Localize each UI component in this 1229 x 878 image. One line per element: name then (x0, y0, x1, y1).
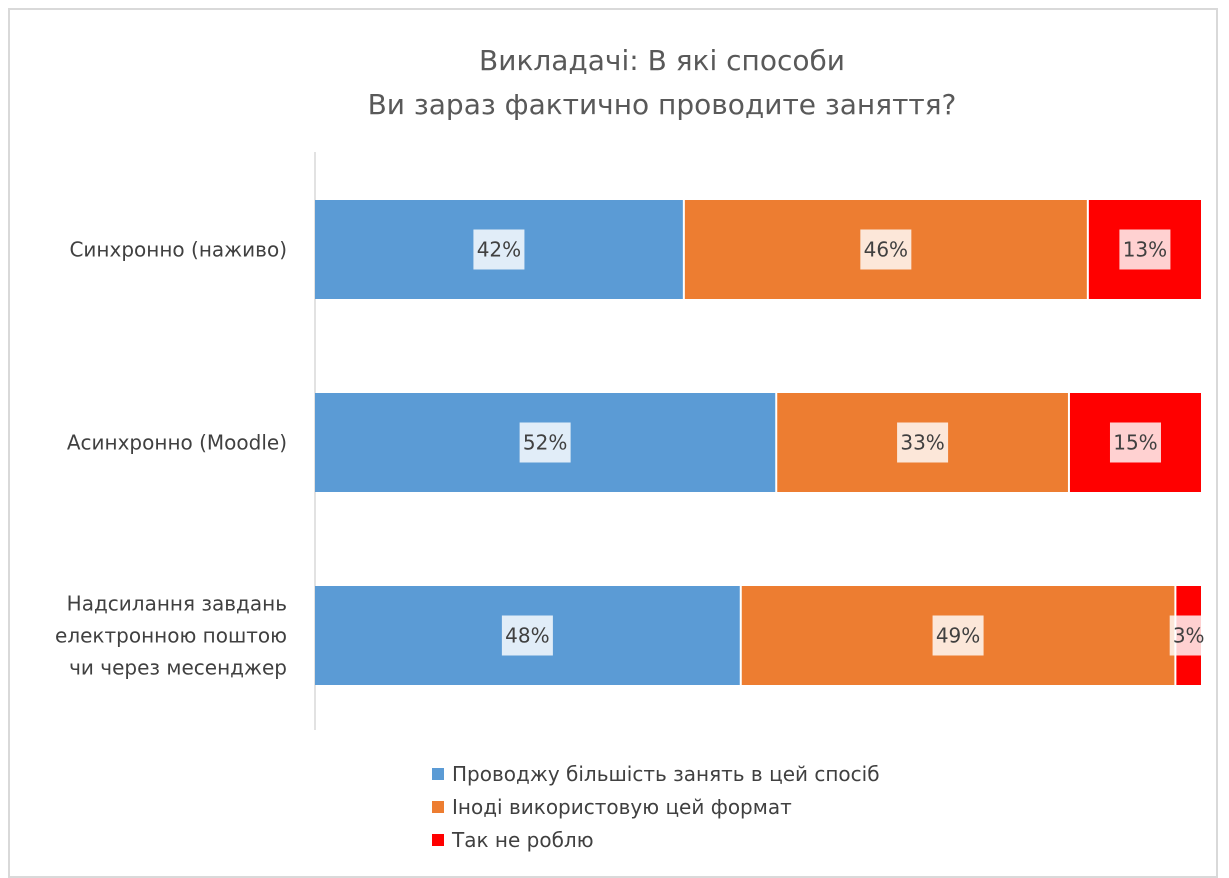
data-labels: 42% 46% 13% 52% 33% 15% 48% 49% 3% (473, 229, 1208, 656)
legend-label: Іноді використовую цей формат (452, 795, 792, 819)
data-label: 3% (1173, 624, 1205, 648)
data-label-background (1169, 615, 1208, 656)
chart-title-line: Викладачі: В які способи (479, 44, 845, 77)
data-label: 49% (936, 624, 980, 648)
legend-swatch (432, 801, 444, 813)
category-label: Надсилання завдань (67, 592, 287, 616)
data-label-background (860, 229, 912, 270)
chart-title-line: Ви зараз фактично проводите заняття? (368, 88, 957, 121)
data-label-background (473, 229, 525, 270)
data-label-background (501, 615, 553, 656)
bars (315, 200, 1201, 685)
data-label: 52% (523, 431, 567, 455)
data-label: 42% (477, 238, 521, 262)
chart-title: Викладачі: В які способи Ви зараз фактичн… (368, 44, 957, 121)
legend-swatch (432, 768, 444, 780)
data-label: 46% (864, 238, 908, 262)
legend-label: Так не роблю (451, 828, 594, 852)
data-label-background (1109, 422, 1161, 463)
data-label: 15% (1113, 431, 1157, 455)
legend: Проводжу більшість занять в цей спосіб Ін… (432, 762, 880, 852)
category-label: Синхронно (наживо) (69, 238, 287, 262)
data-label: 13% (1123, 238, 1167, 262)
legend-label: Проводжу більшість занять в цей спосіб (452, 762, 880, 786)
category-label: Асинхронно (Moodle) (67, 431, 287, 455)
category-label: електронною поштою (55, 624, 287, 648)
data-label-background (932, 615, 984, 656)
legend-swatch (432, 834, 444, 846)
data-label: 48% (505, 624, 549, 648)
data-label-background (519, 422, 571, 463)
category-label: чи через месенджер (69, 656, 287, 680)
category-labels: Синхронно (наживо) Асинхронно (Moodle) Над… (55, 238, 287, 680)
data-label-background (1119, 229, 1171, 270)
data-label-background (897, 422, 949, 463)
data-label: 33% (900, 431, 944, 455)
